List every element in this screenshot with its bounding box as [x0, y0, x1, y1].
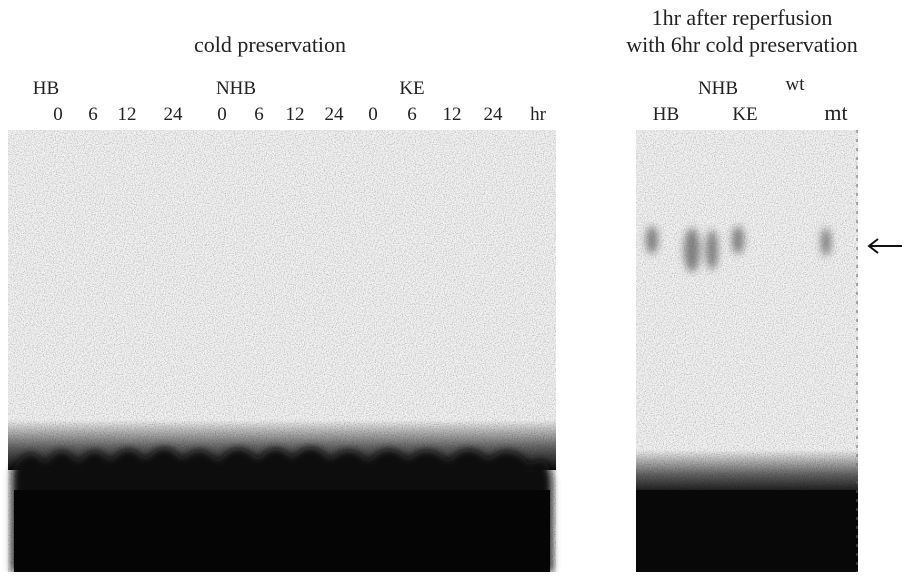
lane-label: 24: [325, 104, 345, 125]
lane-label: 12: [443, 104, 462, 125]
group-label: KE: [399, 78, 424, 99]
right-title: 1hr after reperfusion: [652, 5, 833, 30]
right-gel: [636, 130, 858, 572]
lane-label: mt: [824, 100, 847, 125]
unit-label: hr: [530, 104, 547, 125]
lane-label: 6: [254, 104, 264, 125]
lane-label: NHB: [698, 78, 738, 99]
right-title: with 6hr cold preservation: [626, 32, 858, 57]
lane-label: 6: [88, 104, 98, 125]
lane-label: 0: [368, 104, 378, 125]
lane-label: KE: [732, 104, 757, 125]
lane-label: 24: [484, 104, 504, 125]
left-title: cold preservation: [194, 32, 346, 57]
lane-label: 0: [53, 104, 63, 125]
lane-label: 12: [118, 104, 137, 125]
arrow: [867, 238, 902, 254]
group-label: HB: [33, 78, 59, 99]
lane-label: wt: [786, 74, 806, 95]
lane-label: 12: [286, 104, 305, 125]
lane-label: 24: [164, 104, 184, 125]
group-label: NHB: [216, 78, 256, 99]
left-gel: [8, 130, 556, 572]
lane-label: 6: [407, 104, 417, 125]
lane-label: 0: [217, 104, 227, 125]
lane-label: HB: [653, 104, 679, 125]
